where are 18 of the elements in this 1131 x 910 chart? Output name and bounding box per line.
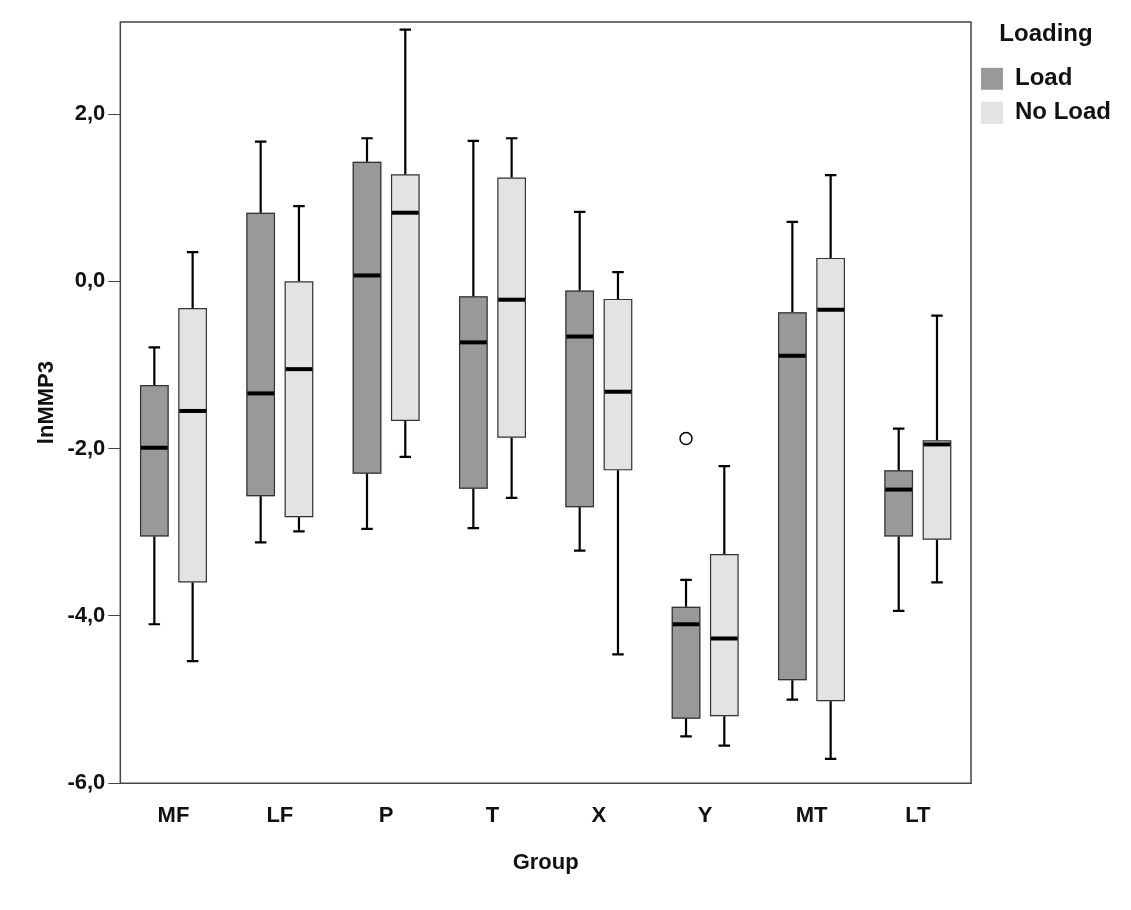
x-tick-label: LF: [266, 802, 294, 828]
y-tick-label: 0,0: [74, 267, 106, 293]
y-tick-label: 2,0: [74, 100, 106, 126]
legend-label: No Load: [1015, 97, 1112, 125]
y-tick-label: -2,0: [67, 434, 106, 460]
x-tick-label: P: [378, 802, 394, 828]
x-tick-label: MT: [795, 802, 828, 828]
x-tick-label: MF: [157, 802, 190, 828]
x-axis-title: Group: [512, 848, 579, 874]
y-tick-label: -6,0: [67, 769, 106, 795]
y-axis-title: lnMMP3: [33, 361, 59, 445]
x-tick-label: Y: [697, 802, 713, 828]
legend-label: Load: [1015, 63, 1073, 91]
x-tick-label: T: [485, 802, 500, 828]
x-tick-label: X: [591, 802, 607, 828]
legend-title: Loading: [999, 18, 1093, 46]
y-tick-label: -4,0: [67, 601, 106, 627]
x-tick-label: LT: [905, 802, 932, 828]
